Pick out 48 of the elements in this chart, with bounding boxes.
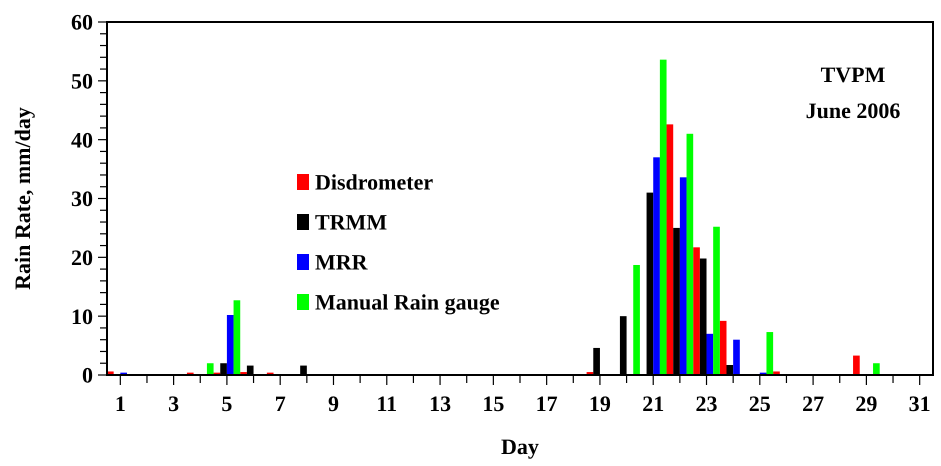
text: TVPM <box>820 62 886 87</box>
legend-label: MRR <box>315 250 369 275</box>
text: June 2006 <box>806 98 900 123</box>
x-tick-label: 3 <box>168 391 180 416</box>
x-tick-label: 13 <box>429 391 452 416</box>
x-tick-label: 31 <box>908 391 931 416</box>
bar <box>633 264 640 375</box>
bar <box>873 363 880 375</box>
y-tick-label: 40 <box>71 127 93 152</box>
bar <box>713 226 720 375</box>
y-tick-label: 20 <box>71 245 93 270</box>
legend-label: TRMM <box>315 210 388 235</box>
x-axis-title: Day <box>501 434 539 459</box>
bar <box>733 340 740 375</box>
bar <box>853 356 860 375</box>
bar <box>686 134 694 375</box>
bar <box>206 363 214 375</box>
x-tick-label: 7 <box>274 391 286 416</box>
y-tick-label: 10 <box>71 304 93 329</box>
x-tick-label: 25 <box>748 391 771 416</box>
bar <box>680 177 687 375</box>
bar <box>706 334 714 375</box>
bar <box>234 300 240 375</box>
bar <box>666 124 674 375</box>
bar <box>720 320 726 375</box>
bar <box>226 314 234 375</box>
x-tick-label: 11 <box>376 391 398 416</box>
x-tick-label: 17 <box>536 391 558 416</box>
x-tick-label: 29 <box>855 391 878 416</box>
x-tick-label: 9 <box>328 391 339 416</box>
bar <box>660 60 667 375</box>
y-tick-label: 60 <box>71 10 93 35</box>
x-tick-label: 5 <box>221 391 232 416</box>
x-tick-label: 15 <box>482 391 504 416</box>
bar <box>653 157 660 375</box>
legend-label: Disdrometer <box>315 170 434 195</box>
x-tick-label: 23 <box>696 391 718 416</box>
x-tick-label: 21 <box>642 391 664 416</box>
y-axis-title: Rain Rate, mm/day <box>10 107 35 290</box>
bar <box>766 332 774 375</box>
y-tick-label: 50 <box>71 68 93 94</box>
y-tick-label: 0 <box>82 362 93 388</box>
legend-label: Manual Rain gauge <box>315 290 500 315</box>
bar <box>693 247 700 375</box>
y-tick-label: 30 <box>71 186 93 212</box>
x-tick-label: 27 <box>802 391 824 416</box>
x-tick-label: 19 <box>588 391 611 416</box>
x-tick-label: 1 <box>114 391 126 416</box>
